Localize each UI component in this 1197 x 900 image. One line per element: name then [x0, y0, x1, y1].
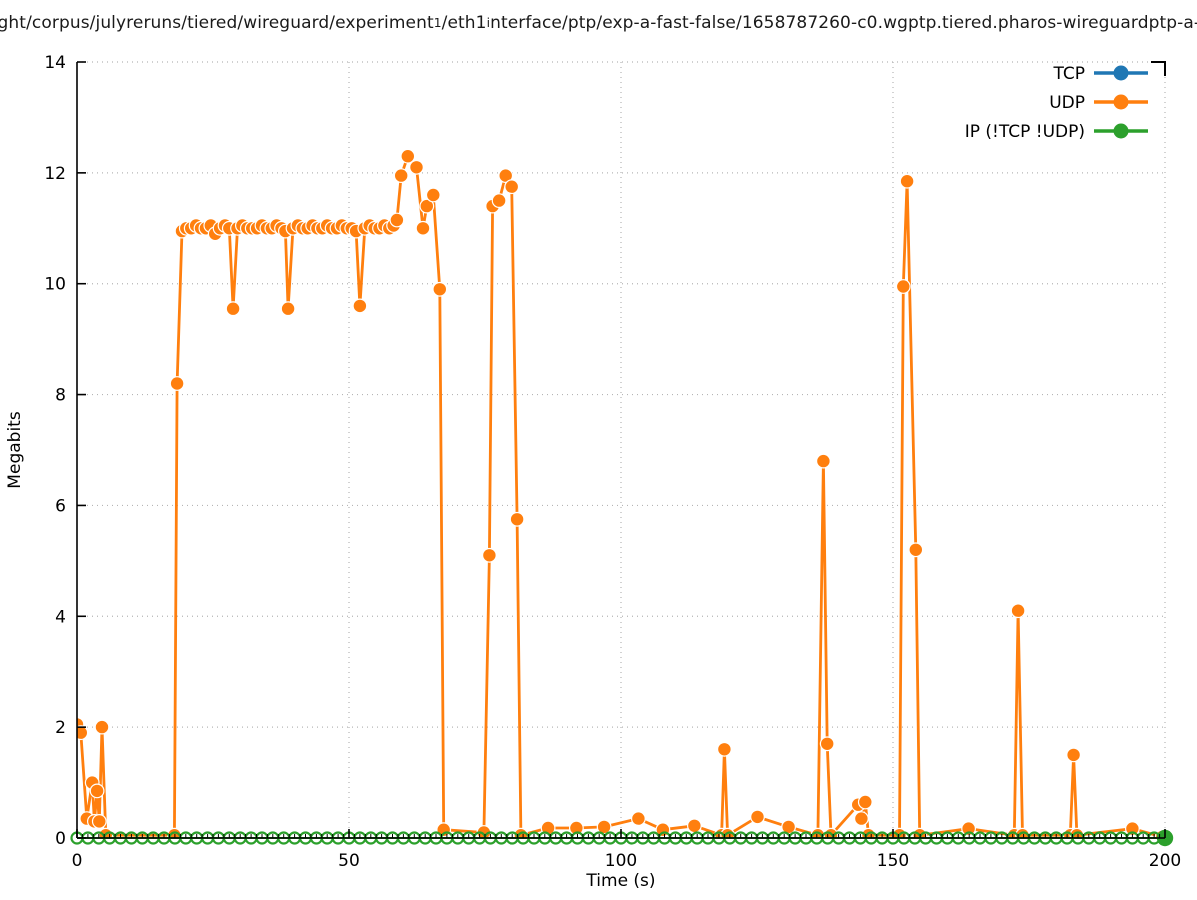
svg-text:IP (!TCP !UDP): IP (!TCP !UDP) — [965, 122, 1085, 142]
legend-entry-ip-tcp-udp: IP (!TCP !UDP) — [965, 122, 1148, 142]
legend-entry-tcp: TCP — [1052, 64, 1148, 84]
chart-title: archlight/corpus/julyreruns/tiered/wireg… — [0, 13, 1197, 39]
svg-text:6: 6 — [55, 496, 66, 516]
svg-text:12: 12 — [44, 164, 66, 184]
svg-text:UDP: UDP — [1049, 93, 1085, 113]
gridlines — [77, 61, 1166, 838]
svg-text:14: 14 — [44, 53, 66, 73]
svg-text:200: 200 — [1149, 851, 1181, 871]
x-tick-labels: 0 50 100 150 200 — [72, 851, 1182, 871]
udp-series — [77, 148, 1165, 838]
title-subscript: 1 — [433, 16, 442, 31]
y-tick-labels: 0 2 4 6 8 10 12 14 — [44, 53, 66, 849]
svg-text:0: 0 — [72, 851, 83, 871]
svg-text:4: 4 — [55, 607, 66, 627]
svg-text:100: 100 — [605, 851, 637, 871]
svg-text:0: 0 — [55, 829, 66, 849]
corner-bracket — [1151, 61, 1166, 76]
major-ticks — [76, 61, 1166, 839]
svg-text:8: 8 — [55, 386, 66, 406]
x-axis-label: Time (s) — [585, 871, 655, 891]
title-subscript: i — [486, 16, 491, 31]
svg-text:2: 2 — [55, 718, 66, 738]
svg-text:TCP: TCP — [1052, 64, 1085, 84]
udp-line — [77, 154, 1163, 838]
legend: TCP UDP IP (!TCP !UDP) — [965, 64, 1148, 142]
title-text: nterface/ptp/exp-a-fast-false/1658787260… — [490, 13, 1197, 33]
svg-text:10: 10 — [44, 275, 66, 295]
title-text: archlight/corpus/julyreruns/tiered/wireg… — [0, 13, 434, 33]
title-text: /eth1 — [441, 13, 487, 33]
svg-text:150: 150 — [877, 851, 909, 871]
axes — [76, 61, 1166, 839]
svg-text:50: 50 — [338, 851, 360, 871]
y-axis-label: Megabits — [5, 411, 25, 489]
x-minor-ticks — [76, 834, 1166, 838]
legend-entry-udp: UDP — [1049, 93, 1148, 113]
